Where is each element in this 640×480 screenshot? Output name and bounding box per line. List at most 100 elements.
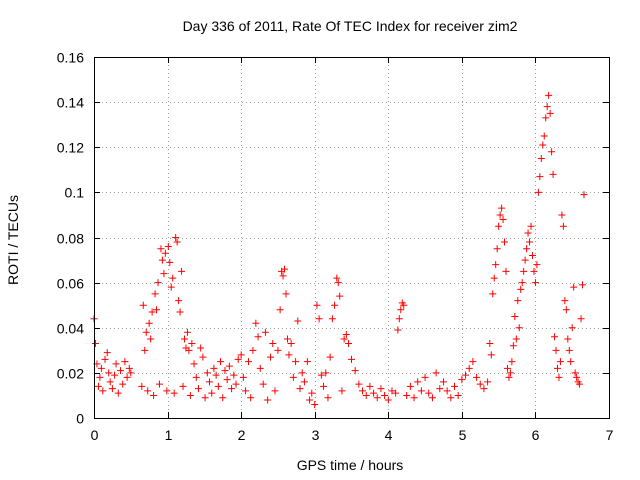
data-point — [111, 371, 119, 379]
data-point — [565, 346, 573, 354]
data-point — [242, 387, 250, 395]
data-point — [384, 396, 392, 404]
data-point — [176, 308, 184, 316]
data-point — [489, 290, 497, 298]
data-point — [183, 328, 191, 336]
data-point — [388, 387, 396, 395]
data-point — [119, 380, 127, 388]
data-point — [320, 382, 328, 390]
data-point — [533, 261, 541, 269]
data-point — [214, 382, 222, 390]
data-point — [185, 346, 193, 354]
data-point — [556, 358, 564, 366]
data-point — [512, 335, 520, 343]
data-point — [112, 360, 120, 368]
data-point — [108, 385, 116, 393]
data-point — [208, 389, 216, 397]
data-point — [155, 380, 163, 388]
data-point — [210, 364, 218, 372]
data-point — [303, 358, 311, 366]
data-point — [306, 396, 314, 404]
data-point — [394, 326, 402, 334]
data-point — [362, 391, 370, 399]
data-point — [543, 103, 551, 111]
data-point — [377, 385, 385, 393]
data-point — [486, 340, 494, 348]
y-tick-label: 0.04 — [57, 321, 84, 337]
gridlines — [94, 57, 609, 418]
data-point — [417, 387, 425, 395]
data-point — [230, 371, 238, 379]
data-point — [138, 382, 146, 390]
plot-frame — [94, 57, 610, 419]
data-point — [546, 109, 554, 117]
data-point — [580, 191, 588, 199]
data-point — [577, 315, 585, 323]
data-point — [148, 308, 156, 316]
data-point — [249, 346, 257, 354]
data-point — [334, 279, 342, 287]
data-point — [340, 335, 348, 343]
data-point — [203, 369, 211, 377]
data-point — [217, 358, 225, 366]
data-point — [186, 391, 194, 399]
data-point — [462, 371, 470, 379]
data-point — [281, 265, 289, 273]
data-point — [292, 358, 300, 366]
data-point — [225, 362, 233, 370]
data-point — [315, 315, 323, 323]
data-point — [555, 373, 563, 381]
data-point — [345, 340, 353, 348]
data-point — [496, 211, 504, 219]
data-point — [259, 380, 267, 388]
data-point — [219, 394, 227, 402]
data-point — [239, 373, 247, 381]
data-point — [139, 301, 147, 309]
data-point — [160, 270, 168, 278]
data-point — [201, 394, 209, 402]
data-point — [432, 369, 440, 377]
data-point — [443, 387, 451, 395]
data-point — [247, 394, 255, 402]
data-point — [97, 364, 105, 372]
data-point — [123, 373, 131, 381]
data-point — [551, 333, 559, 341]
data-point — [326, 353, 334, 361]
data-point — [545, 91, 553, 99]
data-point — [142, 328, 150, 336]
y-tick-label: 0 — [76, 411, 84, 427]
data-point — [505, 373, 513, 381]
data-point — [517, 285, 525, 293]
data-point — [487, 351, 495, 359]
data-point — [528, 252, 536, 260]
data-point — [447, 394, 455, 402]
data-point — [436, 385, 444, 393]
data-point — [515, 324, 523, 332]
data-point — [395, 315, 403, 323]
data-point — [480, 385, 488, 393]
data-point — [308, 389, 316, 397]
y-tick-label: 0.06 — [57, 276, 84, 292]
data-point — [537, 155, 545, 163]
data-point — [157, 245, 165, 253]
x-axis-label: GPS time / hours — [297, 457, 404, 473]
data-point — [338, 387, 346, 395]
data-point — [527, 222, 535, 230]
data-point — [269, 340, 277, 348]
data-point — [428, 394, 436, 402]
data-point — [567, 358, 575, 366]
data-point — [571, 369, 579, 377]
data-point — [127, 369, 135, 377]
data-point — [271, 387, 279, 395]
data-point — [476, 380, 484, 388]
data-point — [351, 367, 359, 375]
data-point — [370, 389, 378, 397]
data-point — [300, 378, 308, 386]
data-point — [254, 333, 262, 341]
chart-title: Day 336 of 2011, Rate Of TEC Index for r… — [183, 18, 518, 34]
data-point — [164, 243, 172, 251]
data-point — [499, 215, 507, 223]
data-point — [564, 335, 572, 343]
x-tick-label: 6 — [532, 427, 540, 443]
data-point — [144, 387, 152, 395]
